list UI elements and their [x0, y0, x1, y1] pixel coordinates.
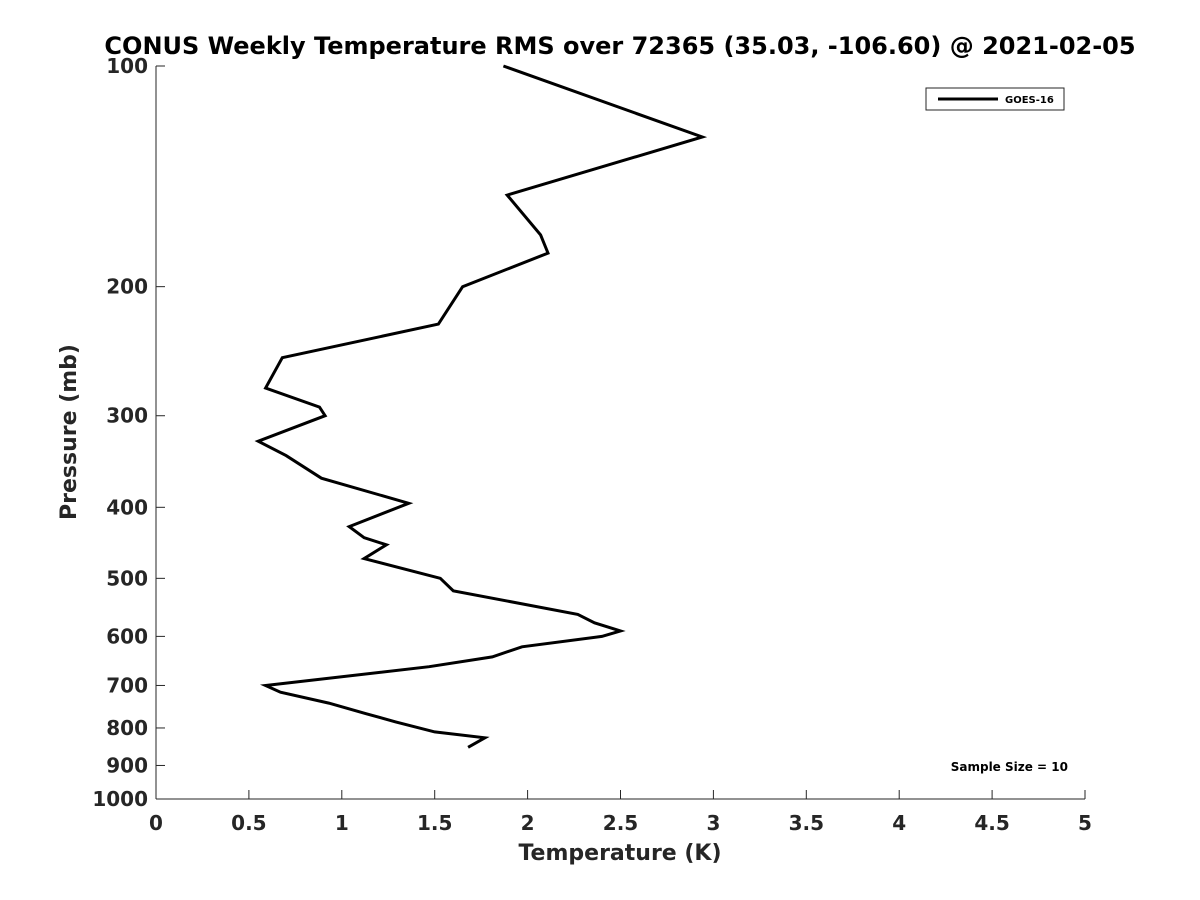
y-tick-label: 500	[106, 566, 148, 590]
x-tick-label: 0.5	[231, 811, 266, 835]
series-line-goes-16	[254, 64, 708, 749]
y-tick-label: 300	[106, 404, 148, 428]
x-tick-label: 2.5	[603, 811, 638, 835]
legend: GOES-16	[925, 87, 1065, 111]
chart-title: CONUS Weekly Temperature RMS over 72365 …	[104, 32, 1135, 60]
x-tick-label: 4	[892, 811, 906, 835]
x-tick-label: 0	[149, 811, 163, 835]
y-tick-label: 900	[106, 753, 148, 777]
sample-size-annotation: Sample Size = 10	[951, 760, 1068, 774]
y-tick-label: 800	[106, 716, 148, 740]
legend-label: GOES-16	[1005, 95, 1054, 106]
x-tick-label: 1	[335, 811, 349, 835]
x-tick-label: 3	[706, 811, 720, 835]
x-tick-label: 3.5	[789, 811, 824, 835]
y-axis-ticks: 100 200 300 400 500 600 700 800 900 1000	[92, 54, 165, 811]
y-tick-label: 100	[106, 54, 148, 78]
y-tick-label: 200	[106, 275, 148, 299]
x-tick-label: 5	[1078, 811, 1092, 835]
y-tick-label: 600	[106, 624, 148, 648]
y-tick-label: 400	[106, 495, 148, 519]
y-tick-label: 700	[106, 673, 148, 697]
series-layer	[254, 64, 708, 749]
x-axis-ticks: 0 0.5 1 1.5 2 2.5 3 3.5 4 4.5 5	[149, 790, 1092, 835]
plot-axes	[155, 66, 1085, 800]
y-axis-label: Pressure (mb)	[57, 344, 82, 520]
y-tick-label: 1000	[92, 787, 148, 811]
x-tick-label: 1.5	[417, 811, 452, 835]
x-tick-label: 4.5	[974, 811, 1009, 835]
x-tick-label: 2	[521, 811, 535, 835]
x-axis-label: Temperature (K)	[518, 841, 721, 866]
